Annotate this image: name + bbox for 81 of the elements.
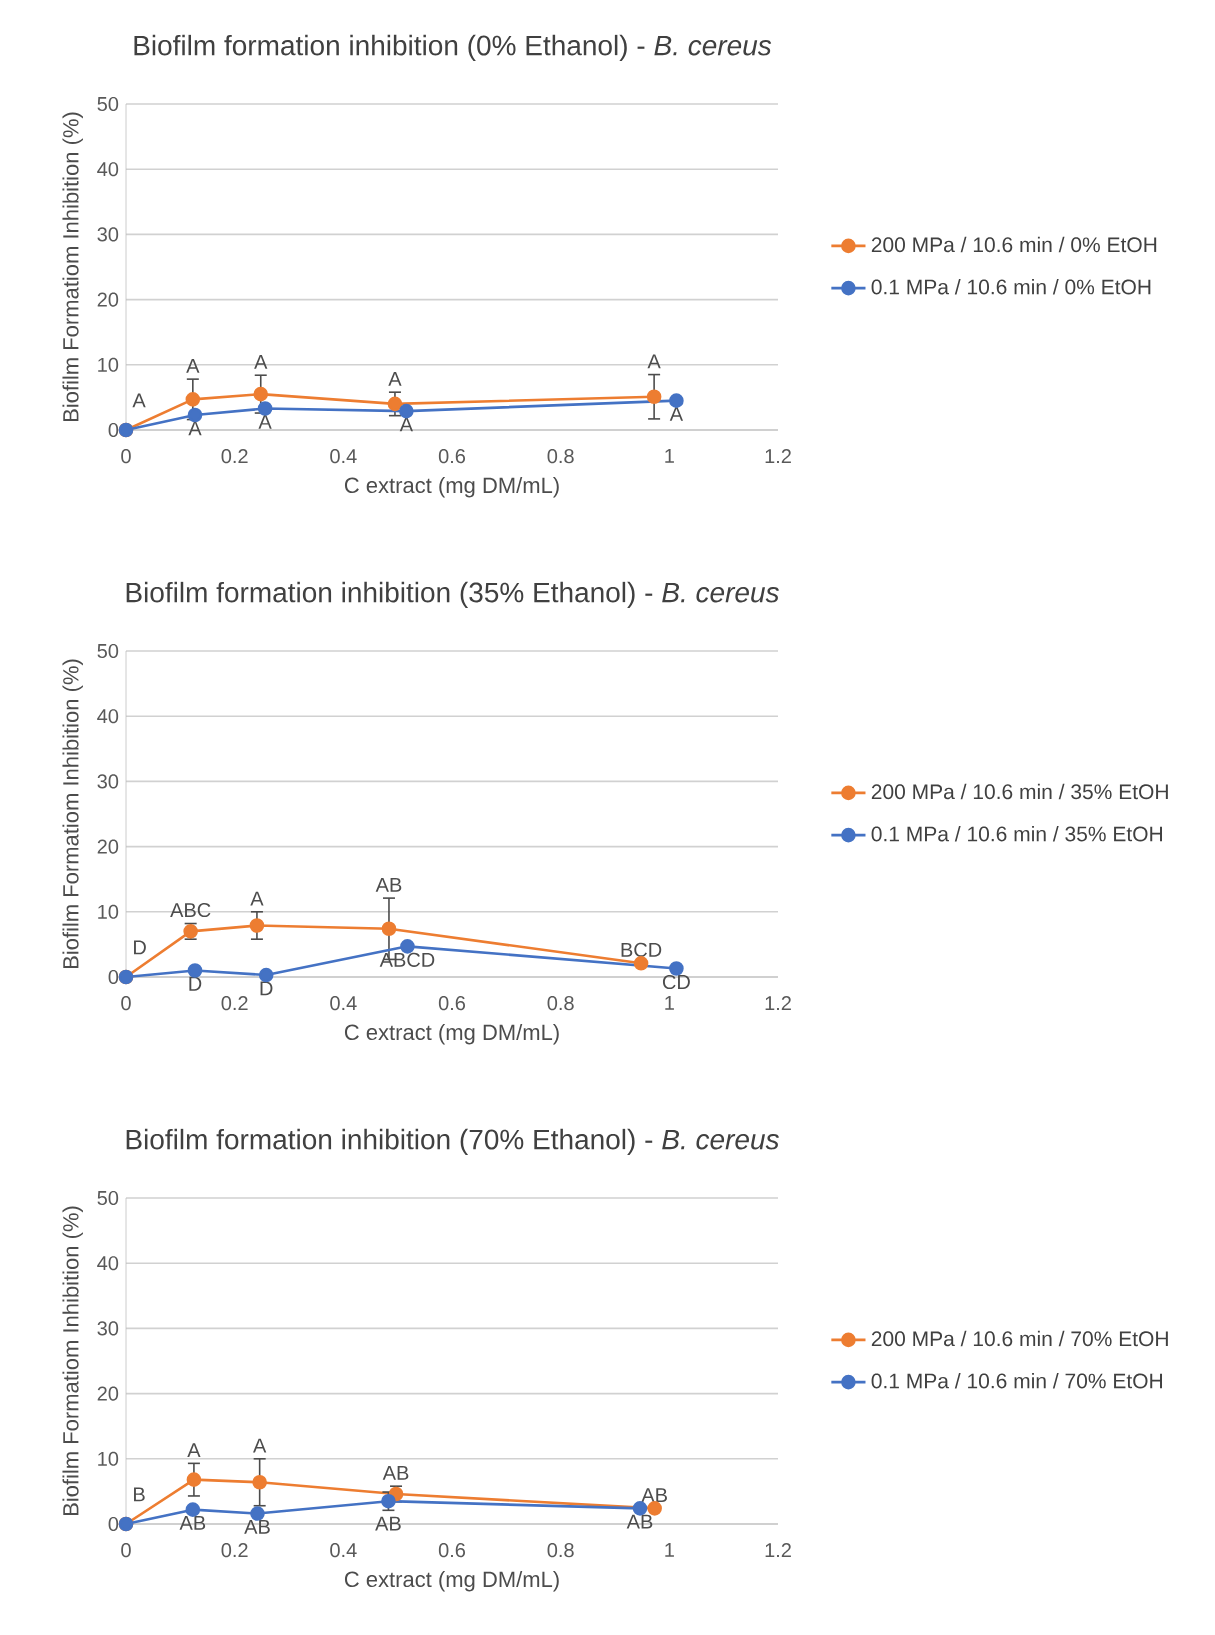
annotation: AB <box>244 1519 270 1534</box>
x-tick-label: 1 <box>665 449 674 463</box>
x-tick-label: 1 <box>665 1543 674 1557</box>
y-tick-label: 10 <box>98 904 119 919</box>
y-tick-label: 30 <box>97 227 119 242</box>
x-tick-label: 0.2 <box>221 996 248 1011</box>
y-tick-label: 50 <box>97 96 119 112</box>
y-tick-label: 40 <box>97 162 119 177</box>
x-tick-label: 0.4 <box>330 449 357 464</box>
y-axis-title: Biofilm Formatiom Inhibition (%) <box>62 1206 83 1516</box>
y-tick-label: 30 <box>97 1321 119 1336</box>
x-tick-label: 0.6 <box>438 449 466 464</box>
annotation: A <box>258 414 272 429</box>
x-tick-label: 0.8 <box>547 1543 574 1558</box>
legend-label: 0.1 MPa / 10.6 min / 35% EtOH <box>871 826 1163 842</box>
y-tick-label: 20 <box>97 292 119 307</box>
x-tick-label: 0.2 <box>221 449 248 464</box>
x-tick-label: 0.6 <box>438 996 466 1011</box>
x-tick-label: 1.2 <box>765 1543 791 1558</box>
y-axis-title: Biofilm Formatiom Inhibition (%) <box>62 112 83 422</box>
annotation: A <box>132 393 146 408</box>
x-tick-label: 0 <box>121 1543 131 1558</box>
annotation: AB <box>179 1516 206 1530</box>
y-tick-label: 50 <box>97 1190 119 1206</box>
legend-label: 0.1 MPa / 10.6 min / 70% EtOH <box>871 1373 1163 1389</box>
y-tick-label: 40 <box>97 1256 119 1271</box>
x-tick-label: 0 <box>121 996 131 1011</box>
x-tick-label: 0.4 <box>330 1543 357 1558</box>
annotation: AB <box>375 877 402 892</box>
annotation: D <box>134 940 146 955</box>
annotation: A <box>647 354 661 369</box>
annotation: AB <box>375 1516 401 1531</box>
x-tick-label: 0.8 <box>547 996 574 1011</box>
x-axis-title: C extract (mg DM/mL) <box>344 1570 559 1592</box>
y-tick-label: 0 <box>108 1516 119 1532</box>
annotation: BCD <box>621 942 662 957</box>
legend-label: 0.1 MPa / 10.6 min / 0% EtOH <box>871 279 1151 295</box>
annotation: B <box>134 1487 145 1502</box>
y-tick-label: 40 <box>97 709 119 724</box>
y-tick-label: 0 <box>108 969 119 985</box>
chart-title: Biofilm formation inhibition (70% Ethanol) - B. cereus <box>126 1128 779 1155</box>
x-tick-label: 0.2 <box>221 1543 248 1558</box>
annotation: A <box>187 1443 201 1457</box>
annotation: ABC <box>170 902 211 918</box>
annotation: A <box>186 358 200 373</box>
annotation: A <box>188 421 202 436</box>
y-tick-label: 10 <box>98 357 119 372</box>
annotation: D <box>189 976 202 991</box>
y-tick-label: 20 <box>97 839 119 854</box>
y-tick-label: 0 <box>108 422 119 438</box>
legend-label: 200 MPa / 10.6 min / 70% EtOH <box>871 1330 1168 1347</box>
annotation: AB <box>641 1488 667 1502</box>
annotation: AB <box>382 1466 409 1480</box>
x-tick-label: 0.8 <box>547 449 574 464</box>
y-tick-label: 20 <box>97 1386 119 1401</box>
annotation: A <box>388 372 402 386</box>
annotation: AB <box>626 1514 653 1529</box>
y-tick-label: 10 <box>98 1451 119 1466</box>
legend-label: 200 MPa / 10.6 min / 0% EtOH <box>871 236 1157 253</box>
x-axis-title: C extract (mg DM/mL) <box>344 476 559 498</box>
annotation: A <box>250 891 264 906</box>
x-tick-label: 0.4 <box>330 996 357 1011</box>
y-axis-title: Biofilm Formatiom Inhibition (%) <box>62 659 83 969</box>
x-tick-label: 1 <box>665 996 674 1010</box>
chart-title: Biofilm formation inhibition (0% Ethanol) - B. cereus <box>134 34 772 61</box>
x-tick-label: 1.2 <box>765 449 791 464</box>
annotation: ABCD <box>379 952 435 967</box>
legend-label: 200 MPa / 10.6 min / 35% EtOH <box>871 783 1168 800</box>
annotation: A <box>254 355 268 369</box>
x-tick-label: 0 <box>121 449 131 464</box>
x-axis-title: C extract (mg DM/mL) <box>344 1023 559 1045</box>
annotation: CD <box>662 974 690 990</box>
annotation: A <box>669 407 684 421</box>
x-tick-label: 1.2 <box>765 996 791 1011</box>
x-tick-label: 0.6 <box>438 1543 466 1558</box>
annotation: A <box>253 1438 267 1453</box>
annotation: A <box>399 417 413 432</box>
y-tick-label: 50 <box>97 643 119 659</box>
annotation: D <box>260 981 273 996</box>
chart-title: Biofilm formation inhibition (35% Ethanol) - B. cereus <box>126 581 779 608</box>
y-tick-label: 30 <box>97 774 119 789</box>
